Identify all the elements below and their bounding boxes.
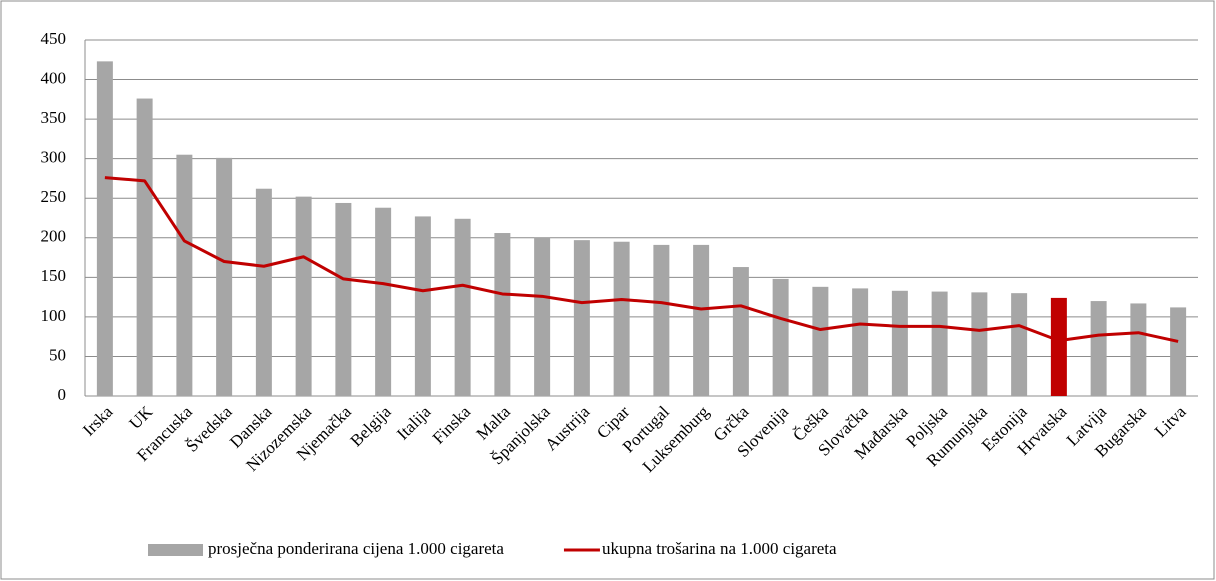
bar: [295, 196, 312, 396]
bar: [255, 188, 272, 396]
bar: [176, 154, 193, 396]
bar: [812, 286, 829, 396]
y-tick-label: 100: [41, 306, 67, 325]
y-tick-label: 350: [41, 108, 67, 127]
bar: [375, 207, 392, 396]
y-tick-label: 450: [41, 29, 67, 48]
y-tick-label: 150: [41, 266, 67, 285]
bar: [414, 216, 431, 396]
y-tick-label: 200: [41, 227, 67, 246]
line: [104, 176, 1179, 343]
bar: [216, 157, 233, 396]
y-tick-label: 250: [41, 187, 67, 206]
bar: [534, 237, 551, 396]
bar: [335, 202, 352, 396]
bar: [1011, 293, 1028, 396]
y-tick-label: 300: [41, 148, 67, 167]
legend-label: ukupna trošarina na 1.000 cigareta: [602, 539, 837, 558]
legend-label: prosječna ponderirana cijena 1.000 cigar…: [208, 539, 504, 558]
bar: [613, 241, 630, 396]
bar: [1170, 307, 1187, 396]
y-tick-label: 400: [41, 68, 67, 87]
bar: [931, 291, 948, 396]
bar: [136, 98, 153, 396]
bar: [1130, 303, 1147, 396]
bar: [891, 290, 908, 396]
bar: [653, 244, 670, 396]
bar: [573, 240, 590, 396]
y-tick-label: 50: [49, 345, 66, 364]
y-tick-label: 0: [58, 385, 67, 404]
bar: [494, 233, 511, 396]
bar: [1050, 297, 1067, 396]
bar: [1090, 301, 1107, 396]
bar: [971, 292, 988, 396]
bar: [96, 61, 113, 397]
bar: [732, 267, 749, 396]
bar: [852, 288, 869, 396]
bar: [772, 278, 789, 396]
bar: [454, 218, 471, 396]
legend-swatch: [148, 544, 203, 556]
bar: [693, 244, 710, 396]
